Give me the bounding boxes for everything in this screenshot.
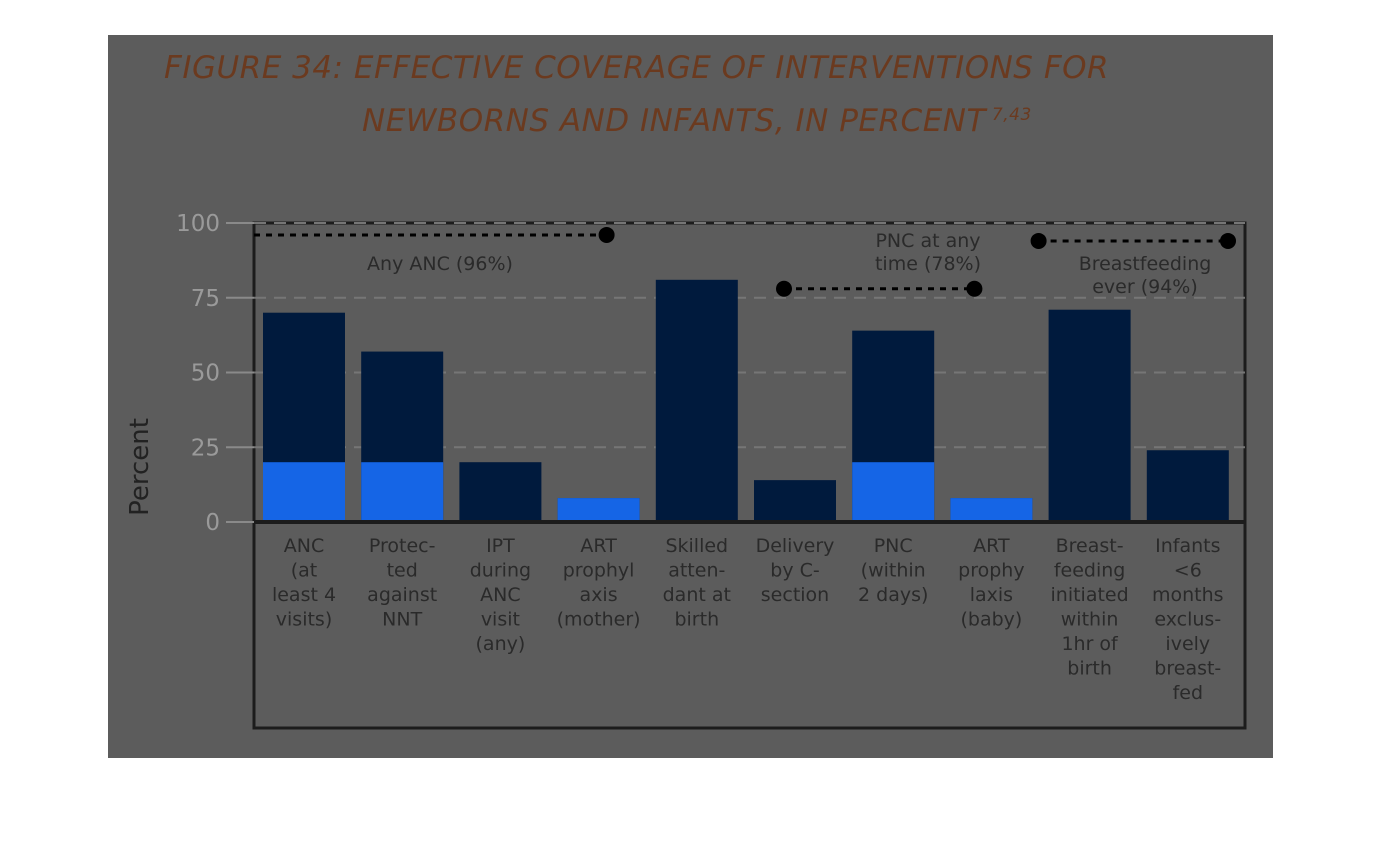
bar-highlight-3 bbox=[557, 498, 640, 522]
reference-dot-start-1 bbox=[776, 280, 792, 297]
reference-label-2: Breastfeeding ever (94%) bbox=[1079, 253, 1212, 298]
category-label-0: ANC (at least 4 visits) bbox=[272, 535, 336, 631]
y-tick-label-50: 50 bbox=[191, 361, 220, 387]
y-tick-label-0: 0 bbox=[205, 510, 220, 536]
reference-dot-end-0 bbox=[598, 226, 615, 243]
bar-8 bbox=[1048, 309, 1131, 522]
category-label-7: ART prophy laxis (baby) bbox=[958, 535, 1024, 631]
bar-highlight-6 bbox=[852, 462, 935, 522]
figure-title-line-2-text: NEWBORNS AND INFANTS, IN PERCENT bbox=[362, 103, 986, 139]
reference-dot-end-1 bbox=[966, 280, 983, 297]
figure-title-line-1: FIGURE 34: EFFECTIVE COVERAGE OF INTERVE… bbox=[164, 50, 1110, 86]
bar-9 bbox=[1146, 450, 1229, 522]
figure-title-line-2: NEWBORNS AND INFANTS, IN PERCENT 7,43 bbox=[362, 103, 1032, 139]
y-tick-label-25: 25 bbox=[191, 435, 220, 461]
category-label-4: Skilled atten-dant at birth bbox=[663, 535, 731, 631]
reference-label-1: PNC at any time (78%) bbox=[875, 230, 981, 275]
y-tick-label-75: 75 bbox=[191, 286, 220, 312]
category-label-2: IPT during ANC visit (any) bbox=[470, 535, 531, 655]
plot-frame bbox=[252, 221, 1247, 730]
bar-highlight-0 bbox=[263, 462, 345, 522]
category-label-5: Delivery by C-section bbox=[756, 535, 835, 606]
reference-dot-start-2 bbox=[1030, 232, 1047, 249]
category-label-3: ART prophyl axis (mother) bbox=[557, 535, 641, 631]
category-label-8: Breast-feeding initiated within 1hr of birth bbox=[1051, 535, 1129, 680]
category-label-9: Infants <6 months exclus-ively breast-fed bbox=[1152, 535, 1224, 704]
bar-4 bbox=[655, 279, 738, 522]
bar-highlight-7 bbox=[950, 498, 1033, 522]
reference-label-0: Any ANC (96%) bbox=[367, 253, 513, 275]
y-axis-label: Percent bbox=[125, 418, 155, 516]
bar-highlight-1 bbox=[361, 462, 444, 522]
figure-title-superscript: 7,43 bbox=[991, 104, 1032, 125]
reference-dot-end-2 bbox=[1220, 232, 1236, 249]
y-tick-label-100: 100 bbox=[176, 211, 220, 237]
category-label-1: Protec-ted against NNT bbox=[367, 535, 437, 631]
bar-2 bbox=[459, 462, 542, 522]
category-label-6: PNC (within 2 days) bbox=[858, 535, 928, 606]
bar-5 bbox=[754, 480, 836, 522]
